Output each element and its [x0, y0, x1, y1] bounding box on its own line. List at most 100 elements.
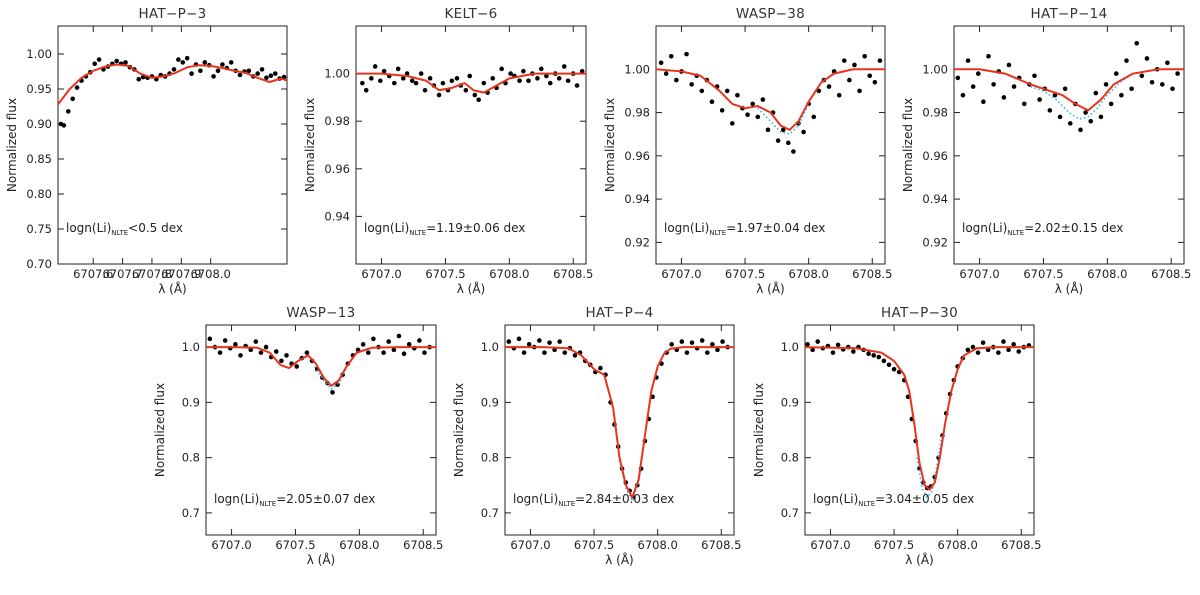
data-point — [537, 338, 542, 343]
data-point — [1175, 71, 1180, 76]
data-point — [851, 349, 856, 354]
y-tick-label: 0.92 — [922, 235, 948, 249]
y-tick-label: 1.0 — [781, 340, 799, 354]
data-point — [760, 97, 766, 102]
data-point — [669, 342, 674, 347]
x-tick-label: 6707.5 — [425, 267, 465, 281]
x-tick-label: 6707.0 — [661, 267, 701, 281]
data-point — [521, 68, 526, 74]
data-point — [258, 350, 264, 355]
data-point — [780, 127, 786, 133]
data-point — [965, 347, 971, 353]
data-point — [1037, 97, 1042, 102]
y-tick-label: 0.94 — [624, 192, 650, 206]
x-tick-label: 6707.5 — [275, 538, 315, 552]
annotation-value: =2.05±0.07 dex — [276, 492, 375, 506]
data-point — [1078, 127, 1083, 133]
data-point — [735, 92, 740, 98]
data-point — [449, 78, 455, 84]
x-tick-label: 6707.0 — [361, 267, 401, 281]
data-point — [360, 80, 365, 86]
data-point — [1093, 90, 1099, 96]
fit-model-line — [656, 68, 885, 131]
y-tick-label: 0.7 — [182, 506, 200, 520]
data-point — [724, 88, 730, 94]
data-point — [535, 76, 540, 81]
x-tick-label: 6708.0 — [489, 267, 529, 281]
data-point — [857, 88, 862, 94]
data-point — [810, 347, 815, 353]
data-point — [985, 347, 991, 353]
y-axis-label: Normalized flux — [5, 98, 19, 192]
data-point — [171, 67, 177, 72]
plot-area — [58, 55, 287, 128]
y-tick-label: 0.7 — [481, 506, 499, 520]
y-tick-label: 1.0 — [182, 340, 200, 354]
data-point — [565, 78, 571, 84]
data-point — [867, 73, 873, 79]
data-point — [180, 60, 186, 65]
data-point — [689, 82, 694, 87]
data-point — [418, 71, 424, 76]
data-point — [556, 76, 562, 81]
y-axis-label: Normalized flux — [452, 383, 466, 477]
data-point — [215, 68, 221, 74]
annotation-subscript: NLTE — [558, 500, 575, 508]
data-point — [74, 85, 80, 90]
data-point — [454, 76, 460, 81]
panel-hat-p-30: 6707.0 6707.5 6708.0 6708.5 0.7 0.8 0.9 1.0 HAT−… — [752, 305, 1041, 567]
x-tick-label: 6707.0 — [959, 267, 999, 281]
y-tick-label: 0.8 — [481, 451, 499, 465]
data-point — [264, 75, 269, 81]
data-point — [476, 97, 481, 103]
x-tick-label: 6708.0 — [938, 538, 978, 552]
data-point — [775, 138, 781, 143]
annotation-subscript: NLTE — [409, 229, 426, 237]
data-point — [369, 76, 374, 81]
x-tick-label: 6707.0 — [810, 538, 850, 552]
data-point — [360, 342, 366, 347]
data-point — [427, 76, 433, 81]
annotation-value: =3.04±0.05 dex — [875, 492, 974, 506]
x-axis-label: λ (Å) — [457, 281, 486, 296]
data-point — [184, 55, 190, 61]
x-tick-label: 6708.5 — [701, 538, 741, 552]
annotation-subscript: NLTE — [709, 229, 726, 237]
data-point — [1011, 342, 1016, 347]
data-point — [220, 62, 225, 67]
data-point — [745, 112, 750, 118]
data-point — [1067, 121, 1073, 126]
data-point — [811, 114, 817, 120]
data-point — [755, 114, 761, 120]
y-tick-label: 0.94 — [324, 209, 350, 223]
plot-frame — [504, 324, 735, 536]
data-point — [1165, 60, 1170, 66]
data-point — [561, 64, 567, 69]
data-point — [1119, 92, 1124, 98]
abundance-annotation: logn(Li)NLTE=2.05±0.07 dex — [214, 492, 375, 508]
chart-title: HAT−P−14 — [1031, 6, 1108, 22]
data-point — [1098, 114, 1104, 120]
plot-area — [656, 51, 885, 154]
data-point — [409, 78, 415, 84]
panel-wasp-13: 6707.0 6707.5 6708.0 6708.5 0.7 0.8 0.9 1.0 WASP… — [153, 305, 443, 567]
data-point — [1001, 95, 1007, 100]
data-point — [284, 353, 289, 358]
data-point — [65, 109, 71, 114]
data-point — [557, 339, 563, 344]
data-point — [815, 339, 821, 344]
abundance-annotation: logn(Li)NLTE<0.5 dex — [66, 221, 183, 237]
data-point — [248, 347, 254, 353]
x-tick-label: 6707.6 — [73, 267, 113, 281]
plot-frame — [205, 324, 437, 536]
data-point — [835, 342, 841, 348]
data-point — [381, 68, 387, 74]
data-point — [730, 121, 735, 126]
y-tick-label: 0.98 — [324, 114, 350, 128]
data-point — [273, 349, 279, 354]
x-axis-label: λ (Å) — [756, 281, 785, 296]
data-point — [189, 71, 194, 76]
chart-title: WASP−13 — [286, 305, 355, 321]
y-tick-label: 1.00 — [26, 47, 52, 61]
data-point — [330, 390, 335, 395]
